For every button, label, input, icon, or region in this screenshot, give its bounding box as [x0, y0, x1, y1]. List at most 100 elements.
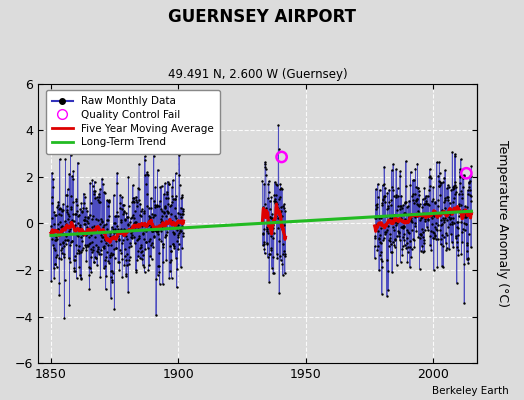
Point	[403, 218, 412, 224]
Point	[81, 242, 90, 248]
Point	[406, 264, 414, 270]
Point	[107, 294, 115, 301]
Point	[379, 236, 388, 243]
Point	[59, 240, 68, 247]
Point	[143, 191, 151, 198]
Point	[52, 237, 60, 243]
Point	[266, 214, 275, 220]
Point	[138, 231, 147, 238]
Point	[90, 259, 99, 266]
Point	[74, 213, 82, 219]
Point	[77, 276, 85, 282]
Point	[140, 210, 148, 216]
Point	[154, 228, 162, 234]
Point	[172, 254, 180, 261]
Point	[110, 220, 118, 226]
Point	[455, 190, 463, 197]
Point	[389, 212, 398, 218]
Point	[61, 192, 70, 198]
Point	[376, 252, 384, 258]
Point	[57, 224, 65, 230]
Point	[403, 204, 411, 210]
Point	[415, 210, 423, 216]
Point	[104, 258, 112, 264]
Point	[281, 234, 289, 240]
Point	[151, 212, 159, 218]
Point	[403, 227, 411, 234]
Point	[49, 228, 57, 234]
Point	[127, 232, 136, 238]
Point	[50, 236, 59, 243]
Point	[425, 166, 434, 173]
Point	[269, 235, 277, 241]
Point	[145, 205, 153, 211]
Point	[151, 184, 159, 190]
Point	[399, 202, 407, 208]
Point	[67, 192, 75, 199]
Point	[446, 216, 455, 223]
Point	[420, 185, 429, 191]
Point	[50, 274, 58, 281]
Point	[55, 292, 63, 298]
Point	[172, 223, 180, 229]
Point	[89, 244, 97, 250]
Point	[87, 232, 95, 238]
Point	[117, 229, 125, 236]
Point	[67, 152, 75, 159]
Point	[155, 236, 163, 242]
Point	[439, 210, 447, 216]
Point	[130, 215, 138, 222]
Point	[160, 210, 168, 216]
Point	[377, 256, 386, 263]
Point	[430, 212, 439, 219]
Point	[140, 208, 148, 214]
Point	[157, 183, 166, 189]
Point	[63, 215, 72, 222]
Point	[103, 197, 111, 204]
Point	[385, 236, 393, 243]
Point	[165, 181, 173, 187]
Point	[176, 226, 184, 232]
Point	[430, 233, 439, 240]
Point	[441, 197, 450, 203]
Point	[145, 216, 153, 223]
Point	[268, 264, 276, 271]
Point	[132, 267, 140, 274]
Point	[373, 201, 381, 208]
Point	[268, 223, 276, 230]
Point	[160, 222, 169, 228]
Point	[50, 220, 58, 227]
Point	[278, 186, 286, 193]
Point	[97, 219, 106, 225]
Point	[442, 230, 450, 236]
Point	[385, 186, 394, 193]
Point	[51, 212, 60, 218]
Point	[103, 226, 112, 232]
Point	[148, 228, 156, 234]
Point	[178, 223, 186, 229]
Point	[410, 191, 419, 198]
Point	[161, 205, 170, 212]
Point	[439, 243, 447, 250]
Point	[48, 200, 56, 206]
Point	[54, 210, 63, 217]
Point	[148, 228, 157, 234]
Point	[98, 175, 106, 182]
Point	[156, 280, 164, 287]
Point	[433, 213, 441, 219]
Point	[261, 159, 269, 166]
Point	[373, 247, 381, 254]
Point	[152, 228, 161, 234]
Point	[109, 226, 117, 232]
Point	[99, 181, 107, 187]
Point	[402, 245, 410, 252]
Point	[135, 196, 144, 203]
Point	[146, 222, 155, 228]
Point	[463, 248, 472, 254]
Point	[112, 245, 120, 252]
Point	[279, 248, 288, 254]
Point	[170, 244, 178, 251]
Point	[394, 228, 402, 234]
Point	[141, 246, 149, 252]
Point	[467, 192, 475, 199]
